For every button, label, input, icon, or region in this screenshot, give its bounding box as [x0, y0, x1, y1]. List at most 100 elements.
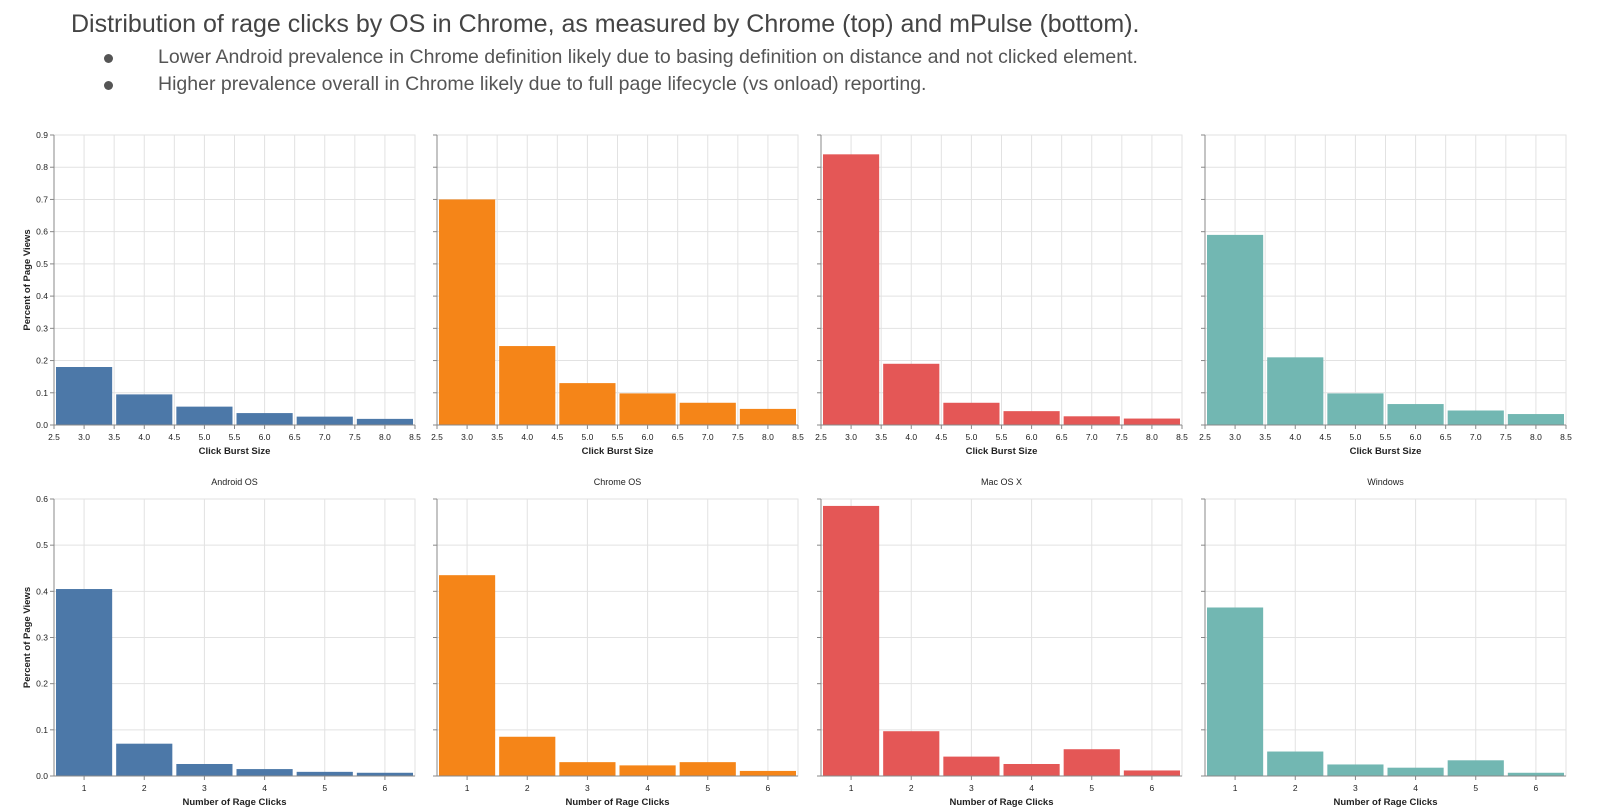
x-tick-label: 6.5 — [1056, 432, 1068, 442]
x-tick-label: 7.5 — [1500, 432, 1512, 442]
bar — [619, 765, 676, 776]
bar — [943, 756, 1000, 776]
x-tick-label: 3 — [969, 783, 974, 793]
x-tick-label: 1 — [82, 783, 87, 793]
y-tick-label: 0.7 — [36, 194, 48, 204]
x-tick-label: 3.5 — [108, 432, 120, 442]
x-tick-label: 5.0 — [966, 432, 978, 442]
y-tick-label: 0.2 — [36, 356, 48, 366]
x-tick-label: 4 — [645, 783, 650, 793]
bar — [1447, 410, 1504, 425]
x-tick-label: 5.5 — [229, 432, 241, 442]
bar — [116, 394, 173, 425]
x-tick-label: 2 — [909, 783, 914, 793]
y-axis-title: Percent of Page Views — [22, 587, 33, 688]
bar — [559, 383, 616, 425]
x-tick-label: 6 — [766, 783, 771, 793]
x-tick-label: 3.5 — [491, 432, 503, 442]
x-tick-label: 4.5 — [168, 432, 180, 442]
x-tick-label: 8.5 — [1176, 432, 1188, 442]
x-tick-label: 3.0 — [1229, 432, 1241, 442]
y-tick-label: 0.0 — [36, 420, 48, 430]
bar — [439, 199, 496, 425]
bar — [356, 418, 413, 425]
bar — [1123, 770, 1180, 776]
x-axis-title: Number of Rage Clicks — [183, 797, 287, 808]
x-axis-title: Number of Rage Clicks — [950, 797, 1054, 808]
bar — [1387, 767, 1444, 776]
x-tick-label: 7.5 — [349, 432, 361, 442]
bar — [1267, 751, 1324, 776]
bar — [236, 413, 293, 425]
x-tick-label: 6.0 — [642, 432, 654, 442]
x-tick-label: 5.5 — [996, 432, 1008, 442]
bar — [296, 771, 353, 776]
bar — [176, 406, 233, 425]
x-tick-label: 8.5 — [1560, 432, 1572, 442]
bar — [499, 736, 556, 776]
y-tick-label: 0.4 — [36, 586, 48, 596]
x-tick-label: 4.5 — [1319, 432, 1331, 442]
bar — [1063, 749, 1120, 776]
bullet-item: Lower Android prevalence in Chrome defin… — [98, 44, 1138, 71]
x-tick-label: 5.0 — [199, 432, 211, 442]
bar — [116, 743, 173, 776]
x-tick-label: 4.0 — [1289, 432, 1301, 442]
x-tick-label: 1 — [465, 783, 470, 793]
x-tick-label: 4.0 — [138, 432, 150, 442]
x-tick-label: 6.5 — [289, 432, 301, 442]
bar — [1507, 772, 1564, 776]
facet-title: Chrome OS — [594, 477, 642, 487]
x-axis-title: Click Burst Size — [582, 446, 654, 457]
bar — [499, 346, 556, 425]
bar — [1327, 764, 1384, 776]
bar — [823, 505, 880, 776]
y-tick-label: 0.3 — [36, 633, 48, 643]
x-tick-label: 7.5 — [1116, 432, 1128, 442]
x-tick-label: 3.0 — [461, 432, 473, 442]
y-tick-label: 0.1 — [36, 388, 48, 398]
bar — [1207, 234, 1264, 425]
bar — [1207, 607, 1264, 776]
bar — [1003, 411, 1060, 425]
x-tick-label: 4 — [262, 783, 267, 793]
x-tick-label: 4.0 — [905, 432, 917, 442]
x-tick-label: 6.0 — [259, 432, 271, 442]
bar — [1447, 760, 1504, 776]
x-tick-label: 5.5 — [1380, 432, 1392, 442]
x-tick-label: 2 — [525, 783, 530, 793]
x-tick-label: 3.0 — [78, 432, 90, 442]
x-axis-title: Click Burst Size — [1350, 446, 1422, 457]
x-tick-label: 8.5 — [792, 432, 804, 442]
bar — [356, 772, 413, 776]
bar — [236, 769, 293, 776]
x-tick-label: 5 — [1473, 783, 1478, 793]
x-tick-label: 7.0 — [319, 432, 331, 442]
bullet-dot-icon — [104, 54, 113, 63]
facet-title: Windows — [1367, 477, 1404, 487]
x-tick-label: 3 — [585, 783, 590, 793]
facet-title: Mac OS X — [981, 477, 1022, 487]
bullet-list: Lower Android prevalence in Chrome defin… — [98, 44, 1138, 98]
x-tick-label: 7.0 — [1086, 432, 1098, 442]
bar — [1327, 393, 1384, 425]
bar — [1123, 418, 1180, 425]
y-tick-label: 0.4 — [36, 291, 48, 301]
x-tick-label: 6.0 — [1410, 432, 1422, 442]
bar — [883, 363, 940, 425]
x-tick-label: 7.0 — [702, 432, 714, 442]
x-tick-label: 5.0 — [1350, 432, 1362, 442]
x-tick-label: 4 — [1029, 783, 1034, 793]
bar — [1003, 763, 1060, 776]
y-axis-title: Percent of Page Views — [22, 229, 33, 330]
x-tick-label: 4 — [1413, 783, 1418, 793]
x-tick-label: 8.0 — [1146, 432, 1158, 442]
x-tick-label: 6 — [383, 783, 388, 793]
x-tick-label: 5 — [705, 783, 710, 793]
x-tick-label: 4.5 — [551, 432, 563, 442]
bar — [56, 589, 113, 776]
y-tick-label: 0.1 — [36, 725, 48, 735]
bullet-item: Higher prevalence overall in Chrome like… — [98, 71, 1138, 98]
bar — [679, 402, 736, 425]
